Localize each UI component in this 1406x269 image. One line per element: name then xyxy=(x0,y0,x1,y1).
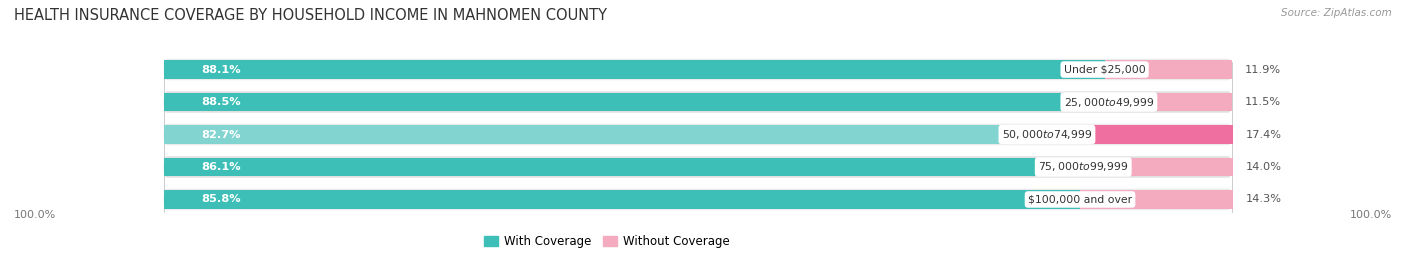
Text: 14.0%: 14.0% xyxy=(1246,162,1282,172)
FancyBboxPatch shape xyxy=(163,124,1232,145)
Bar xyxy=(163,125,1047,144)
Text: 88.5%: 88.5% xyxy=(201,97,240,107)
Text: 17.4%: 17.4% xyxy=(1246,129,1282,140)
Text: Source: ZipAtlas.com: Source: ZipAtlas.com xyxy=(1281,8,1392,18)
Text: 86.1%: 86.1% xyxy=(201,162,240,172)
Text: $100,000 and over: $100,000 and over xyxy=(1028,194,1132,204)
FancyBboxPatch shape xyxy=(163,91,1232,113)
Text: $75,000 to $99,999: $75,000 to $99,999 xyxy=(1038,161,1129,174)
FancyBboxPatch shape xyxy=(163,156,1232,178)
Bar xyxy=(1109,93,1232,111)
Text: HEALTH INSURANCE COVERAGE BY HOUSEHOLD INCOME IN MAHNOMEN COUNTY: HEALTH INSURANCE COVERAGE BY HOUSEHOLD I… xyxy=(14,8,607,23)
Bar xyxy=(1080,190,1233,209)
FancyBboxPatch shape xyxy=(163,59,1232,80)
Text: $50,000 to $74,999: $50,000 to $74,999 xyxy=(1001,128,1092,141)
Text: 11.9%: 11.9% xyxy=(1244,65,1281,75)
Bar xyxy=(1047,125,1233,144)
Text: 11.5%: 11.5% xyxy=(1244,97,1281,107)
Bar xyxy=(1083,158,1233,176)
Text: 100.0%: 100.0% xyxy=(14,210,56,220)
Text: $25,000 to $49,999: $25,000 to $49,999 xyxy=(1064,95,1154,108)
Bar xyxy=(163,60,1105,79)
Text: 82.7%: 82.7% xyxy=(201,129,240,140)
Text: 14.3%: 14.3% xyxy=(1246,194,1282,204)
Bar xyxy=(163,190,1080,209)
Text: Under $25,000: Under $25,000 xyxy=(1064,65,1146,75)
Text: 100.0%: 100.0% xyxy=(1350,210,1392,220)
Text: 85.8%: 85.8% xyxy=(201,194,240,204)
FancyBboxPatch shape xyxy=(163,189,1232,210)
Bar xyxy=(163,93,1109,111)
Bar xyxy=(1105,60,1232,79)
Legend: With Coverage, Without Coverage: With Coverage, Without Coverage xyxy=(479,230,734,253)
Bar xyxy=(163,158,1083,176)
Text: 88.1%: 88.1% xyxy=(201,65,240,75)
